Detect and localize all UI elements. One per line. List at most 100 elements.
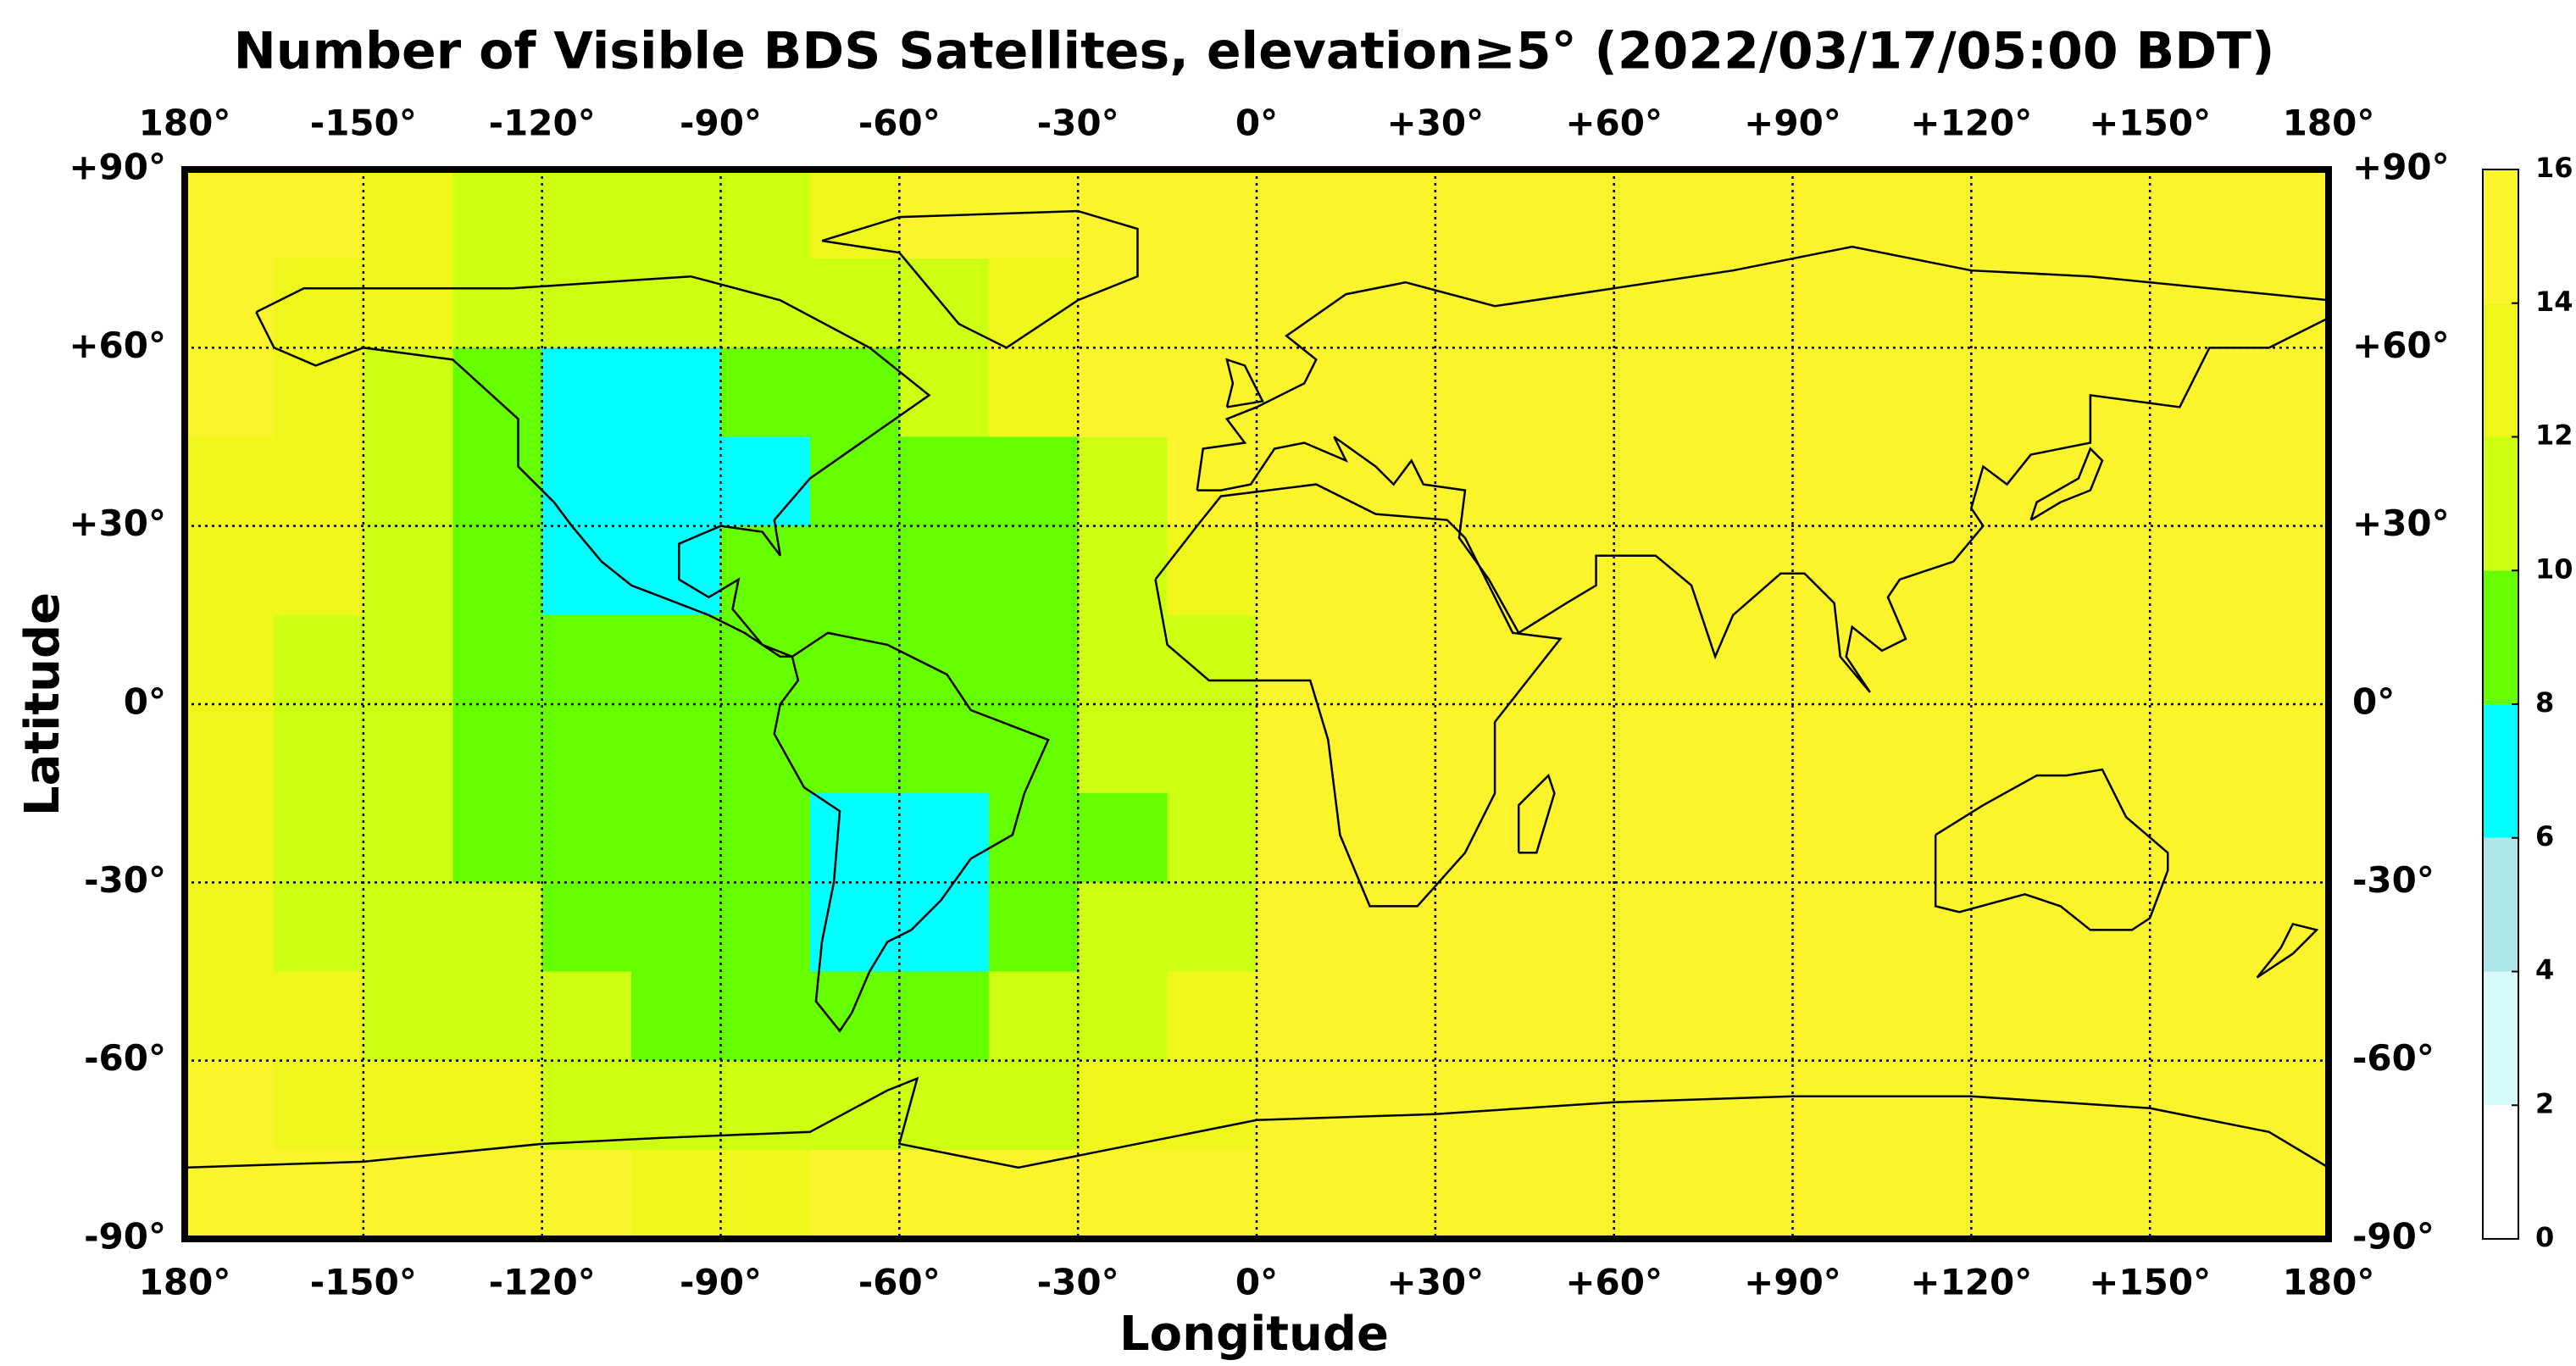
grid [181,166,2332,1242]
x-tick-label: 180° [2283,1262,2375,1303]
cell [899,614,990,705]
y-tick-label: -60° [84,1037,166,1079]
cell [1881,169,1972,259]
cell [1881,436,1972,527]
cell [988,614,1079,705]
cell [1971,793,2062,883]
cell [1257,793,1346,883]
cell [1167,436,1257,527]
cell [452,704,543,794]
cell [988,1149,1079,1240]
colorbar-tick-label: 16 [2535,152,2573,184]
cell [274,704,364,794]
cell [899,525,990,616]
colorbar-tick-label: 4 [2535,954,2554,986]
cell [2150,882,2240,972]
cell [1524,614,1615,705]
cell [2239,1149,2329,1240]
cell [720,436,811,527]
cell [631,971,721,1062]
cell [1881,882,1972,972]
cell [2150,971,2240,1062]
cell [274,971,364,1062]
cell [2239,347,2329,437]
cell [1613,614,1704,705]
cell [720,525,811,616]
cell [2060,347,2151,437]
cell [809,614,900,705]
cell [1524,793,1615,883]
cell [1257,347,1346,437]
cell [1792,1149,1883,1240]
cell [1078,525,1169,616]
cell [899,258,990,348]
coastline [1225,358,1264,408]
colorbar-swatch [2483,837,2518,972]
cell [1971,971,2062,1062]
cell [809,1060,900,1151]
cell [1167,525,1257,616]
cell [1435,436,1525,527]
cell [274,793,364,883]
cell [1257,1149,1346,1240]
cell [2150,1060,2240,1151]
cell [1435,793,1525,883]
cell [2239,1060,2329,1151]
cell [1703,882,1793,972]
x-tick-label: +150° [2089,103,2211,144]
cell [2150,1149,2240,1240]
x-tick-label: -90° [680,103,762,144]
cell [363,1149,453,1240]
cell [631,436,721,527]
colorbar-swatch [2483,303,2518,437]
cell [185,258,275,348]
cell [809,704,900,794]
x-tick-label: -120° [489,103,596,144]
cell [1703,1060,1793,1151]
cell [185,614,275,705]
x-tick-label: -30° [1037,103,1119,144]
cell [1613,525,1704,616]
cell [2239,971,2329,1062]
coastline [1934,768,2169,931]
x-tick-label: 180° [139,1262,231,1303]
cell [1078,614,1169,705]
cell [2060,436,2151,527]
cell [1792,347,1883,437]
cell [1435,882,1525,972]
cell [452,793,543,883]
cell [1971,169,2062,259]
cell [1792,793,1883,883]
cell [1078,436,1169,527]
cell [1167,258,1257,348]
cell [1346,793,1436,883]
y-tick-label: +90° [69,147,166,188]
cell [720,704,811,794]
cell [1524,258,1615,348]
cell [1971,1149,2062,1240]
cell [1613,793,1704,883]
map-frame [181,166,2332,1242]
cell [1167,1149,1257,1240]
coastline [184,1076,2329,1169]
cell [541,704,632,794]
colorbar-swatch [2483,971,2518,1106]
y-tick-label: 0° [2352,681,2395,723]
cell [1167,1060,1257,1151]
x-tick-label: -120° [489,1262,596,1303]
y-tick-label: -90° [84,1216,166,1258]
cell [363,525,453,616]
cell [274,258,364,348]
x-tick-label: -90° [680,1262,762,1303]
cell [274,1060,364,1151]
cell [1881,1149,1972,1240]
cell [720,258,811,348]
chart-title: Number of Visible BDS Satellites, elevat… [234,22,2275,81]
x-tick-label: +90° [1744,1262,1841,1303]
cell [1613,169,1704,259]
cell [988,347,1079,437]
cell [988,704,1079,794]
x-tick-label: 0° [1235,103,1278,144]
colorbar-tick-label: 2 [2535,1087,2554,1119]
